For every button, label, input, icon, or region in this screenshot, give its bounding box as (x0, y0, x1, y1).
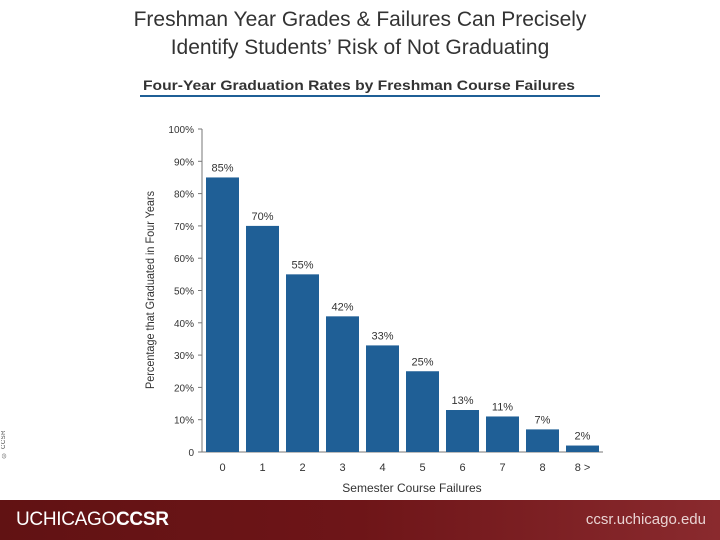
x-tick-label: 2 (299, 462, 305, 474)
x-tick-label: 3 (339, 462, 345, 474)
y-tick-label: 100% (168, 125, 194, 136)
bar (406, 371, 439, 452)
bar (246, 225, 279, 452)
website-url: ccsr.uchicago.edu (585, 511, 706, 528)
chart-title: Four-Year Graduation Rates by Freshman C… (143, 77, 575, 93)
x-tick-label: 0 (219, 462, 225, 474)
y-tick-label: 40% (174, 319, 194, 330)
bar-value-label: 70% (251, 211, 273, 223)
bar (486, 416, 519, 452)
bar-value-label: 11% (492, 401, 513, 413)
y-axis-label: Percentage that Graduated in Four Years (143, 191, 157, 389)
y-tick-label: 50% (174, 287, 194, 298)
x-tick-label: 4 (379, 462, 385, 474)
footer-bar: UCHICAGOCCSR ccsr.uchicago.edu (0, 500, 720, 540)
x-tick-label: 6 (459, 462, 465, 474)
bar (206, 177, 239, 452)
y-tick-label: 60% (174, 254, 194, 265)
uchicago-ccsr-logo: UCHICAGOCCSR (16, 509, 169, 531)
y-axis: 0 10% 20% 30% 40% 50% 60% 70% 80% 90% 100% (168, 125, 203, 459)
x-tick-label: 1 (259, 462, 265, 474)
bar-value-label: 13% (451, 395, 473, 407)
y-tick-label: 20% (174, 383, 194, 394)
x-tick-label: 8 (539, 462, 545, 474)
bar-value-label: 85% (211, 162, 233, 174)
bar (566, 445, 599, 452)
chart-title-rule (140, 95, 600, 97)
x-tick-label: 8 > (575, 462, 591, 474)
y-tick-label: 80% (174, 190, 194, 201)
data-labels: 85% 70% 55% 42% 33% 25% 13% 11% 7% 2% (211, 162, 590, 442)
slide-title-line-2: Identify Students’ Risk of Not Graduatin… (170, 36, 550, 59)
logo-text-ccsr: CCSR (116, 509, 169, 530)
bar-value-label: 33% (371, 330, 393, 342)
bar-value-label: 42% (331, 301, 353, 313)
slide-title: Freshman Year Grades & Failures Can Prec… (0, 6, 720, 62)
graduation-rate-bar-chart: Four-Year Graduation Rates by Freshman C… (140, 77, 603, 495)
logo-text-uchicago: UCHICAGO (16, 509, 116, 530)
y-tick-label: 10% (174, 416, 194, 427)
bar-value-label: 55% (291, 259, 313, 271)
bar-value-label: 25% (411, 356, 433, 368)
bar (326, 316, 359, 452)
y-tick-label: 90% (174, 157, 194, 168)
bar (366, 345, 399, 452)
slide-title-line-1: Freshman Year Grades & Failures Can Prec… (133, 8, 587, 31)
x-axis: 0 1 2 3 4 5 6 7 8 8 > (202, 451, 603, 474)
x-tick-label: 7 (499, 462, 505, 474)
y-tick-label: 70% (174, 222, 194, 233)
bar-value-label: 2% (575, 431, 591, 443)
bar (526, 429, 559, 452)
bar (446, 410, 479, 452)
bar-value-label: 7% (535, 414, 551, 426)
x-axis-label: Semester Course Failures (342, 481, 481, 495)
y-tick-label: 30% (174, 351, 194, 362)
bar (286, 274, 319, 452)
bar-series (206, 177, 599, 452)
x-tick-label: 5 (419, 462, 425, 474)
y-tick-label: 0 (188, 448, 194, 459)
